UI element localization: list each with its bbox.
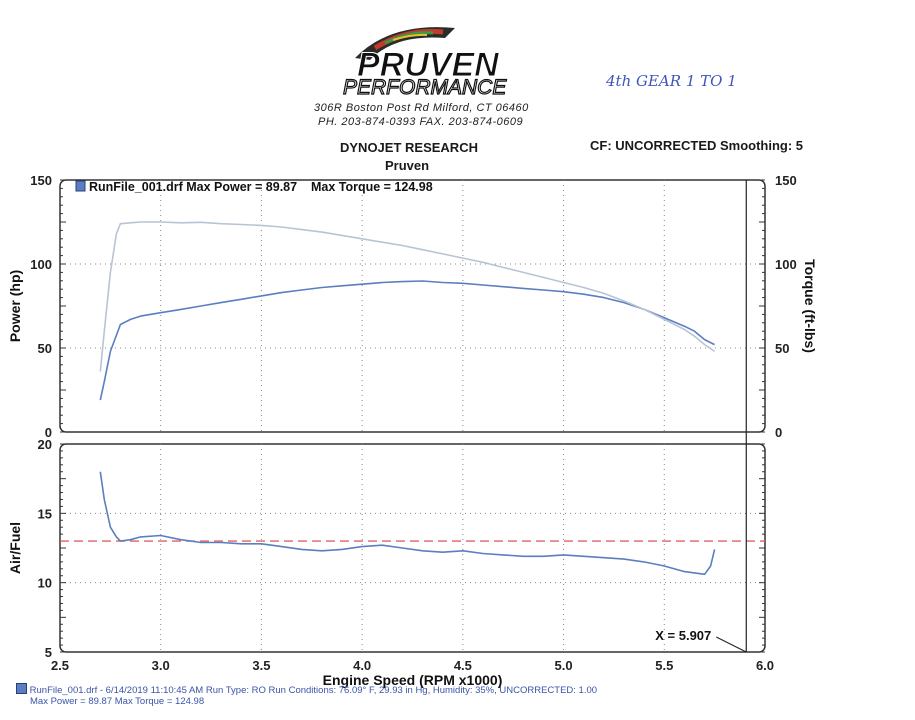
x-axis-label: Engine Speed (RPM x1000) [323, 672, 503, 688]
legend-swatch [75, 180, 86, 192]
x-tick-label: 5.0 [555, 658, 573, 673]
x-tick-label: 6.0 [756, 658, 774, 673]
y-tick-label: 20 [38, 437, 52, 452]
report-subtitle: Pruven [385, 158, 430, 173]
y-tick-label: 50 [38, 341, 52, 356]
cf-info: CF: UNCORRECTED Smoothing: 5 [590, 138, 804, 153]
y-right-axis-label: Torque (ft-lbs) [802, 259, 818, 353]
plot-frame [59, 443, 766, 653]
x-tick-label: 4.0 [353, 658, 371, 673]
brand-name: PRUVEN [357, 46, 500, 84]
phone-fax-line: PH. 203-874-0393 FAX. 203-874-0609 [318, 116, 524, 128]
cursor-label: X = 5.907 [655, 628, 711, 643]
brand-tagline: PERFORMANCE [343, 76, 507, 98]
y-tick-label: 5 [45, 645, 52, 660]
y-tick-label: 15 [38, 506, 52, 521]
series-line-torque [99, 221, 716, 372]
footer-line1: RunFile_001.drf - 6/14/2019 11:10:45 AM … [29, 685, 598, 696]
brand-logo: PRUVEN PERFORMANCE [315, 18, 545, 128]
plot-frame [59, 179, 766, 433]
report-title: DYNOJET RESEARCH [340, 140, 478, 155]
handwritten-note: 4th GEAR 1 TO 1 [606, 72, 737, 90]
y-axis-label: Power (hp) [7, 270, 23, 342]
y-right-tick-label: 100 [775, 257, 797, 272]
legend-text: RunFile_001.drf Max Power = 89.87 Max To… [89, 180, 433, 194]
x-tick-label: 4.5 [454, 658, 472, 673]
address-line: 306R Boston Post Rd Milford, CT 06460 [314, 102, 529, 114]
x-tick-label: 2.5 [51, 658, 69, 673]
x-tick-label: 3.0 [152, 658, 170, 673]
x-tick-label: 5.5 [655, 658, 673, 673]
run-file-icon [16, 683, 27, 694]
power-torque-plot: 0 0 50 50 100 100 150 150 Power (hp) Torque (ft-l… [7, 173, 818, 440]
air-fuel-plot: 5 10 15 20 Air/Fuel 2.5 3.0 3.5 4.0 4.5 5.0 5.5 6.0 E… [7, 180, 774, 688]
y-right-tick-label: 0 [775, 425, 782, 440]
y-tick-label: 150 [30, 173, 52, 188]
y-axis-label: Air/Fuel [7, 522, 23, 574]
y-tick-label: 100 [30, 257, 52, 272]
y-right-tick-label: 150 [775, 173, 797, 188]
x-tick-label: 3.5 [252, 658, 270, 673]
y-tick-label: 0 [45, 425, 52, 440]
y-tick-label: 10 [38, 576, 52, 591]
series-line-power [99, 280, 715, 401]
series-line-air-fuel [99, 471, 716, 576]
y-right-tick-label: 50 [775, 341, 789, 356]
footer-run-info: RunFile_001.drf - 6/14/2019 11:10:45 AM … [16, 683, 597, 707]
cursor-pointer [716, 636, 747, 653]
footer-line2: Max Power = 89.87 Max Torque = 124.98 [30, 696, 205, 707]
